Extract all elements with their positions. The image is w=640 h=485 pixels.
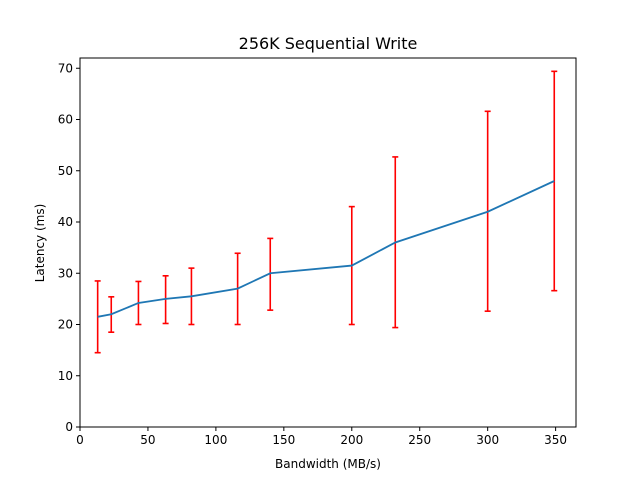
y-axis-label: Latency (ms) bbox=[33, 204, 47, 283]
x-tick-label: 150 bbox=[272, 433, 295, 447]
y-tick-label: 20 bbox=[58, 318, 73, 332]
chart-title: 256K Sequential Write bbox=[239, 34, 418, 53]
y-tick-label: 50 bbox=[58, 164, 73, 178]
x-tick-label: 50 bbox=[140, 433, 155, 447]
series-line bbox=[97, 180, 555, 318]
x-tick-label: 100 bbox=[204, 433, 227, 447]
x-tick-label: 350 bbox=[544, 433, 567, 447]
axes-frame bbox=[79, 57, 577, 428]
y-tick-label: 30 bbox=[58, 266, 73, 280]
y-tick-label: 60 bbox=[58, 113, 73, 127]
y-tick-label: 0 bbox=[65, 420, 73, 434]
axis-ticks: 0 50 100 150 200 250 300 350 0 10 20 30 40 50 60 70 bbox=[58, 61, 567, 447]
y-tick-label: 40 bbox=[58, 215, 73, 229]
x-tick-label: 250 bbox=[408, 433, 431, 447]
x-tick-label: 300 bbox=[476, 433, 499, 447]
y-tick-label: 10 bbox=[58, 369, 73, 383]
plot-area bbox=[94, 70, 558, 354]
x-tick-label: 0 bbox=[76, 433, 84, 447]
y-tick-label: 70 bbox=[58, 61, 73, 75]
x-tick-label: 200 bbox=[340, 433, 363, 447]
x-axis-label: Bandwidth (MB/s) bbox=[275, 457, 381, 471]
